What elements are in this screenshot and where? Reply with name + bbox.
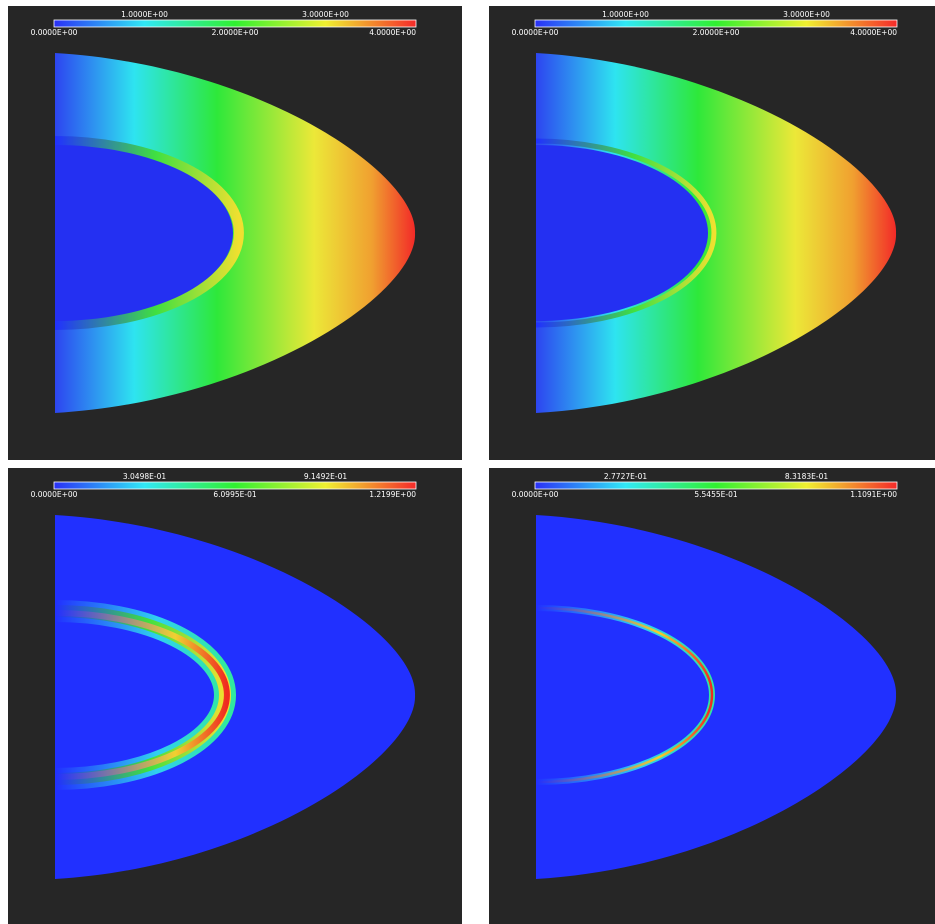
colorbar [53, 481, 417, 490]
shock-layer [54, 610, 230, 780]
colorbar-label: 0.0000E+00 [31, 28, 78, 37]
colorbar [534, 19, 898, 28]
shock-layer [535, 606, 714, 784]
colorbar-label: 0.0000E+00 [512, 490, 559, 499]
colorbar-label: 3.0000E+00 [302, 10, 349, 19]
colorbar-label: 1.0000E+00 [121, 10, 168, 19]
shock-layer [54, 136, 244, 330]
colorbar-label: 5.5455E-01 [694, 490, 737, 499]
colorbar-label: 2.0000E+00 [693, 28, 740, 37]
plot-panel: 1.0000E+00 3.0000E+00 0.0000E+00 2.0000E+00… [489, 6, 935, 460]
plot-panel: 1.0000E+00 3.0000E+00 0.0000E+00 2.0000E+00… [8, 6, 462, 460]
colorbar [53, 19, 417, 28]
plot-panel: 3.0498E-01 9.1492E-01 0.0000E+00 6.0995E-01… [8, 468, 462, 924]
plot-panel: 2.7727E-01 8.3183E-01 0.0000E+00 5.5455E-01… [489, 468, 935, 924]
body-region [536, 145, 708, 321]
colorbar [534, 481, 898, 490]
body-region [55, 145, 233, 321]
colorbar-label: 3.0000E+00 [783, 10, 830, 19]
colorbar-label: 2.7727E-01 [604, 472, 647, 481]
colorbar-label: 6.0995E-01 [213, 490, 256, 499]
colorbar-label: 8.3183E-01 [785, 472, 828, 481]
colorbar-label: 1.0000E+00 [602, 10, 649, 19]
colorbar-label: 0.0000E+00 [512, 28, 559, 37]
colorbar-label: 2.0000E+00 [212, 28, 259, 37]
colorbar-label: 1.2199E+00 [369, 490, 416, 499]
colorbar-label: 4.0000E+00 [850, 28, 897, 37]
colorbar-label: 1.1091E+00 [850, 490, 897, 499]
shock-layer [535, 138, 717, 328]
colorbar-label: 3.0498E-01 [123, 472, 166, 481]
colorbar-label: 9.1492E-01 [304, 472, 347, 481]
flow-field [536, 515, 897, 879]
colorbar-label: 4.0000E+00 [369, 28, 416, 37]
colorbar-label: 0.0000E+00 [31, 490, 78, 499]
